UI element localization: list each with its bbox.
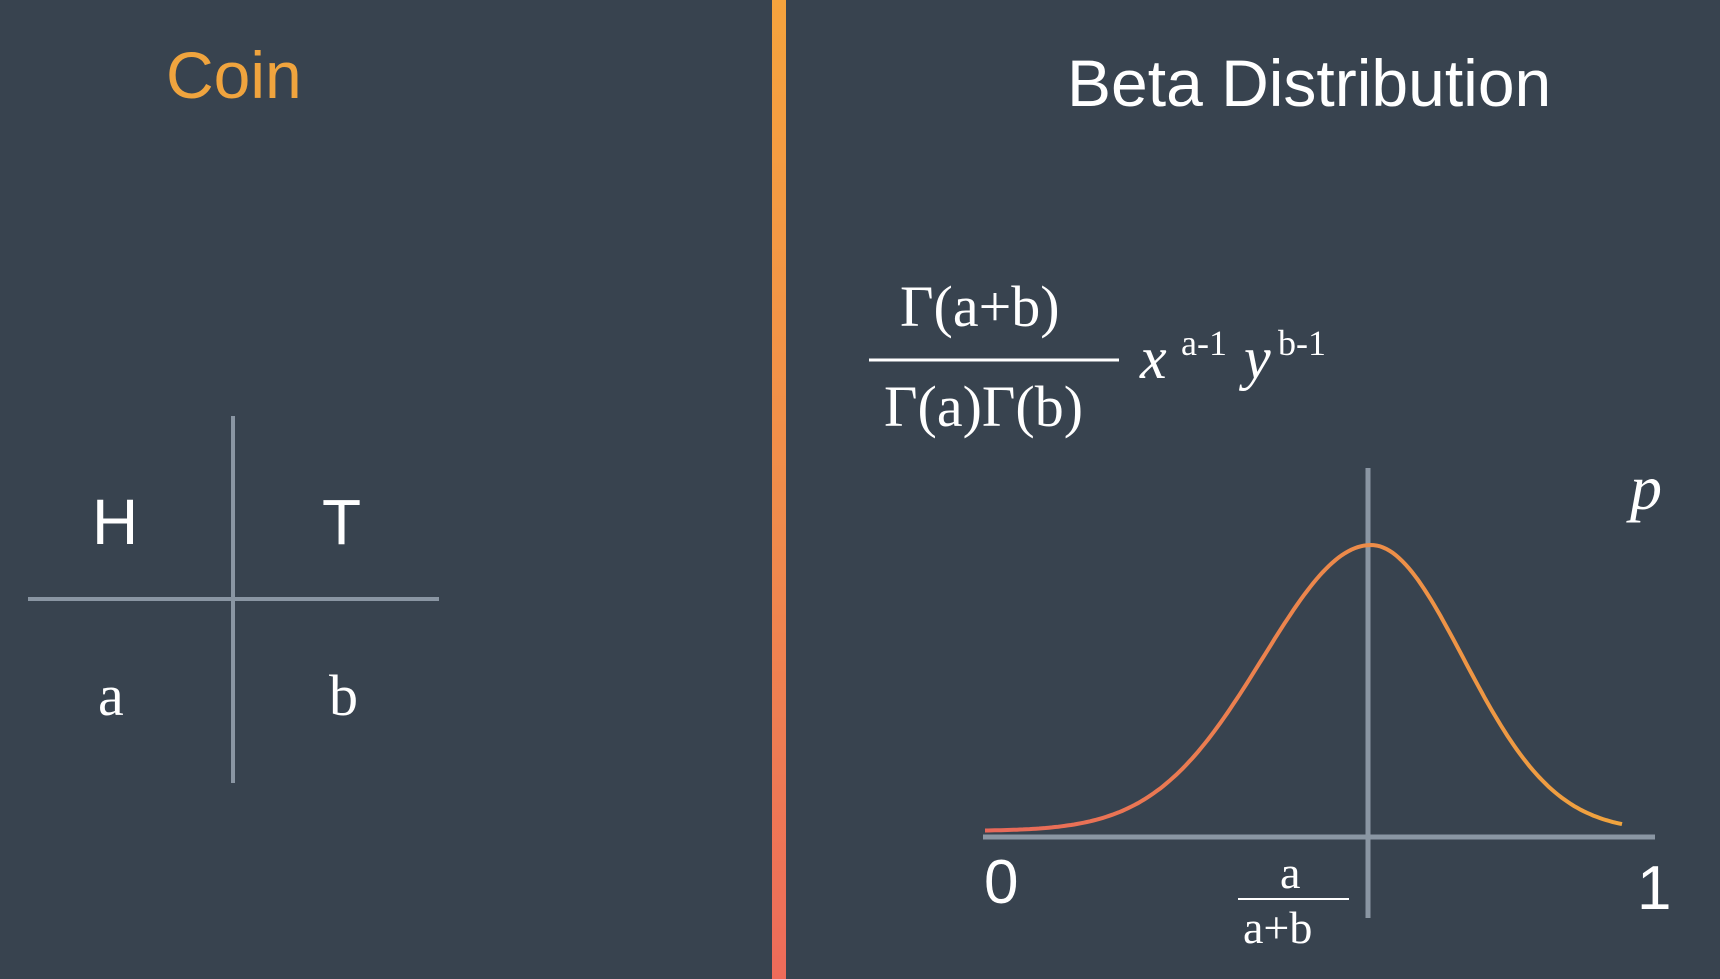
- table-value-a: a: [98, 663, 124, 728]
- table-header-tails: T: [322, 486, 362, 558]
- formula-denominator: Γ(a)Γ(b): [884, 374, 1084, 439]
- table-header-heads: H: [92, 486, 139, 558]
- x-axis-min-label: 0: [984, 848, 1019, 917]
- x-axis-max-label: 1: [1637, 854, 1672, 923]
- panel-divider: [772, 0, 786, 979]
- coin-title: Coin: [166, 38, 302, 112]
- formula-numerator: Γ(a+b): [900, 274, 1060, 339]
- formula-x-base: x: [1140, 325, 1167, 391]
- beta-density-curve: [985, 542, 1623, 833]
- formula-y-base: y: [1244, 325, 1271, 391]
- table-value-b: b: [329, 663, 358, 728]
- formula-y-exponent: b-1: [1278, 323, 1326, 363]
- formula-x-exponent: a-1: [1181, 323, 1227, 363]
- beta-distribution-title: Beta Distribution: [1067, 46, 1552, 120]
- mean-label-numerator: a: [1280, 847, 1301, 898]
- axis-variable-p: p: [1630, 452, 1662, 523]
- mean-label-denominator: a+b: [1243, 902, 1313, 953]
